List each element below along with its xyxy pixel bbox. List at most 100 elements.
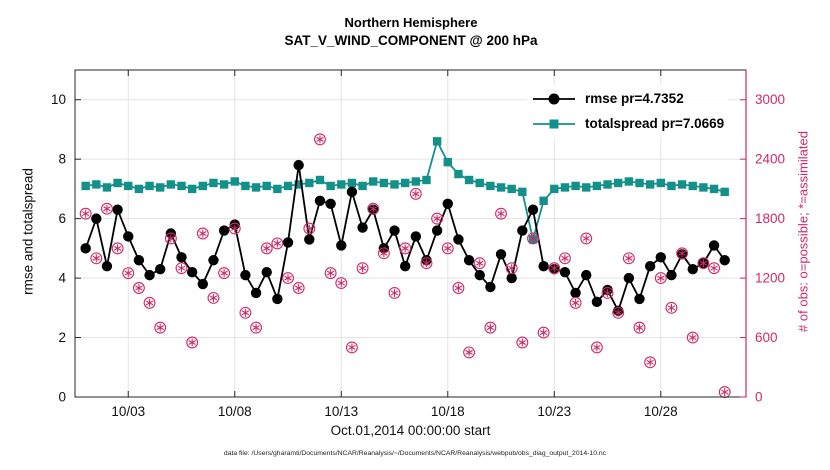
obs-marker	[239, 306, 252, 319]
rmse-marker	[538, 261, 549, 272]
totalspread-marker	[113, 178, 122, 188]
rmse-marker	[240, 269, 251, 281]
rmse-marker	[527, 204, 539, 215]
rmse-marker	[101, 261, 113, 272]
y-tick-label-right: 3000	[755, 92, 785, 107]
obs-marker	[548, 262, 561, 275]
rmse-marker	[517, 225, 528, 236]
totalspread-marker	[315, 175, 325, 185]
obs-marker	[218, 267, 231, 280]
totalspread-marker	[507, 184, 516, 194]
totalspread-marker	[496, 183, 506, 192]
obs-marker	[164, 232, 177, 245]
rmse-marker	[485, 281, 496, 293]
totalspread-marker	[422, 175, 431, 185]
rmse-marker	[176, 252, 187, 263]
y-tick-label-left: 8	[58, 152, 66, 167]
obs-marker	[228, 222, 241, 235]
rmse-marker	[623, 272, 635, 284]
totalspread-marker	[358, 181, 367, 191]
totalspread-marker	[624, 177, 634, 186]
y-tick-label-left: 6	[58, 211, 66, 226]
rmse-marker	[208, 255, 219, 266]
rmse-marker	[250, 287, 262, 299]
totalspread-marker	[209, 178, 218, 188]
obs-marker	[537, 326, 550, 339]
totalspread-marker	[613, 178, 623, 188]
obs-marker	[718, 386, 731, 398]
rmse-marker	[453, 234, 464, 245]
obs-marker	[590, 341, 603, 354]
obs-marker	[388, 287, 401, 299]
y-axis-label-left: rmse and totalspread	[20, 168, 36, 295]
obs-marker	[143, 296, 156, 309]
rmse-marker	[293, 159, 304, 171]
obs-marker	[101, 202, 113, 215]
y-axis-label-right: # of obs: o=possible; *=assimilated	[795, 131, 811, 332]
rmse-marker	[186, 266, 198, 278]
totalspread-marker	[539, 196, 548, 205]
y-tick-label-right: 600	[755, 330, 778, 345]
totalspread-marker	[571, 181, 580, 191]
totalspread-marker	[219, 180, 229, 189]
rmse-marker	[581, 269, 592, 281]
chart-title-line1: Northern Hemisphere	[344, 15, 478, 30]
rmse-marker	[463, 255, 475, 266]
obs-marker	[356, 262, 369, 275]
obs-marker	[441, 242, 454, 255]
obs-marker	[495, 207, 507, 220]
totalspread-marker	[592, 181, 602, 191]
rmse-marker	[655, 252, 666, 263]
totalspread-marker	[283, 181, 293, 191]
rmse-line-marker-icon	[533, 93, 575, 104]
rmse-marker	[346, 186, 358, 198]
totalspread-line	[85, 138, 725, 240]
rmse-marker	[431, 225, 443, 236]
obs-marker	[697, 257, 710, 270]
obs-marker	[399, 242, 412, 255]
legend-label-rmse: rmse pr=4.7352	[585, 91, 684, 106]
totalspread-marker	[656, 178, 665, 188]
axes-box	[74, 69, 747, 398]
obs-marker	[676, 247, 689, 260]
obs-marker	[473, 257, 486, 270]
obs-marker	[186, 336, 199, 349]
totalspread-marker	[347, 178, 357, 188]
totalspread-marker	[166, 180, 176, 189]
rmse-marker	[197, 278, 209, 290]
x-tick-label: 10/28	[644, 404, 678, 419]
rmse-marker	[570, 287, 581, 299]
totalspread-marker	[134, 184, 144, 194]
totalspread-marker	[273, 184, 282, 194]
obs-marker	[367, 202, 380, 215]
rmse-marker	[399, 261, 411, 272]
x-tick-label: 10/18	[431, 404, 465, 419]
totalspread-marker	[560, 183, 570, 192]
obs-marker	[90, 252, 103, 265]
obs-marker	[622, 252, 635, 265]
rmse-marker	[272, 293, 283, 305]
obs-marker	[420, 257, 433, 270]
rmse-marker	[357, 222, 368, 233]
totalspread-marker	[369, 177, 378, 186]
y-tick-label-right: 1200	[755, 271, 785, 286]
totalspread-marker	[262, 181, 271, 191]
rmse-marker	[634, 293, 645, 305]
totalspread-marker	[305, 178, 314, 188]
obs-marker	[250, 321, 263, 334]
x-tick-label: 10/13	[324, 404, 358, 419]
obs-marker	[612, 306, 625, 319]
totalspread-marker	[709, 184, 719, 194]
obs-marker	[708, 262, 720, 275]
y-tick-label-left: 2	[58, 330, 66, 345]
tick-marks	[75, 70, 746, 398]
obs-marker	[335, 277, 348, 289]
obs-marker	[314, 133, 326, 146]
y-tick-label-right: 0	[755, 390, 763, 405]
totalspread-marker	[390, 180, 399, 189]
obs-marker	[292, 282, 305, 294]
totalspread-line-marker-icon	[533, 119, 575, 128]
rmse-marker	[644, 261, 656, 272]
y-tick-label-right: 2400	[755, 152, 785, 167]
